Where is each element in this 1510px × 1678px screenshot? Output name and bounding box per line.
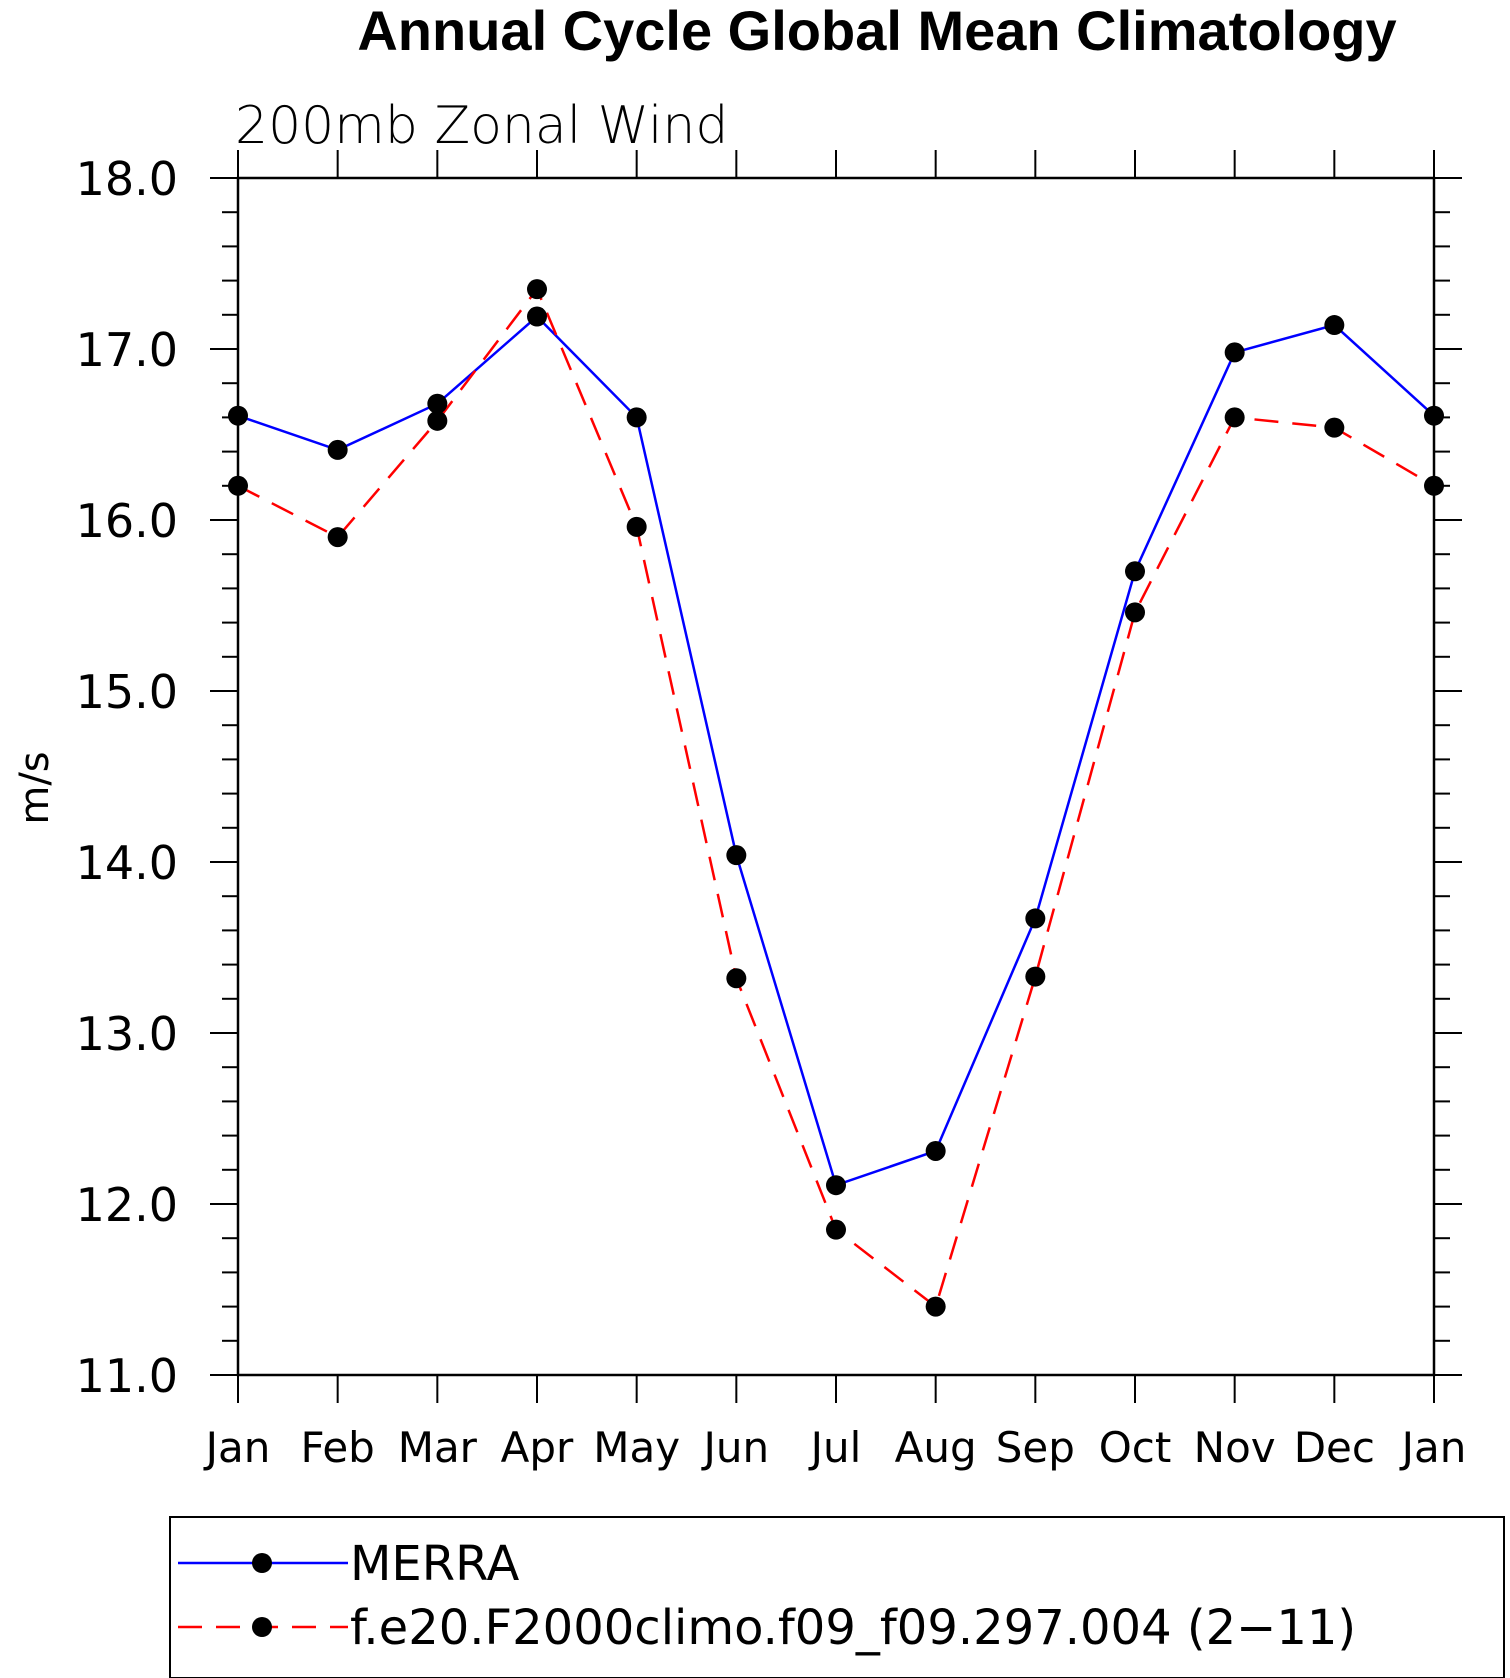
x-tick-label: Sep [996,1423,1075,1472]
series-2-point [427,410,448,431]
series-1-point [228,405,248,426]
x-tick-label: Jan [1399,1423,1467,1472]
y-tick-label: 12.0 [76,1178,178,1232]
series-line-1 [237,314,1435,1187]
series-2-point [327,527,348,548]
plot-frame [236,176,1436,1377]
x-tick-label: Aug [895,1423,977,1472]
series-2-point [1424,475,1444,496]
axes: 11.0 12.0 13.0 14.0 15.0 16.0 17.0 18.0 Jan Feb Ma… [76,150,1467,1472]
series-2-point [726,968,747,989]
x-tick-label: Jan [203,1423,271,1472]
x-tick-label: May [593,1423,680,1472]
x-tick-label: Oct [1099,1423,1172,1472]
series-layer [228,279,1444,1317]
legend-marker-2 [252,1617,272,1637]
series-2-point [527,279,547,300]
series-2-point [1224,407,1245,428]
legend-label-2: f.e20.F2000climo.f09_f09.297.004 (2−11) [350,1600,1356,1656]
series-1-point [826,1175,846,1196]
y-tick-label: 15.0 [76,665,178,719]
x-tick-label: Jun [701,1423,770,1472]
legend-marker-1 [252,1553,272,1573]
y-axis-label: m/s [12,751,58,824]
x-tick-label: Feb [300,1423,374,1472]
series-2-point [826,1219,846,1240]
series-2-point [1025,966,1046,987]
legend-label-1: MERRA [350,1536,520,1592]
series-1-point [1125,561,1145,582]
legend-box [169,1516,1505,1678]
x-tick-label: Nov [1194,1423,1276,1472]
chart-subtitle: 200mb Zonal Wind [235,96,728,156]
series-2-point [626,516,647,537]
x-tick-label: Apr [501,1423,574,1472]
y-tick-label: 13.0 [76,1007,178,1061]
series-2-point [1125,602,1145,623]
series-2-point [228,475,248,496]
x-tick-label: Mar [398,1423,478,1472]
series-1-point [1424,405,1444,426]
y-tick-label: 11.0 [76,1349,178,1403]
series-1-point [1324,315,1345,336]
series-2-point [925,1296,946,1317]
series-1-point [1224,342,1245,363]
legend: MERRA f.e20.F2000climo.f09_f09.297.004 (2… [178,1536,1356,1656]
series-1-point [327,439,348,460]
y-tick-label: 17.0 [76,323,178,377]
series-1-point [427,393,448,414]
y-tick-label: 16.0 [76,494,178,548]
series-1-point [527,306,547,327]
x-tick-label: Dec [1294,1423,1375,1472]
series-line-2 [237,286,1435,1309]
series-1-point [726,845,747,866]
series-2-point [1324,417,1345,438]
x-tick-label: Jul [808,1423,862,1472]
y-tick-label: 18.0 [76,152,178,206]
chart-title: Annual Cycle Global Mean Climatology [357,0,1396,62]
series-1-point [925,1140,946,1161]
series-1-point [1025,908,1046,929]
series-1-point [626,407,647,428]
y-tick-label: 14.0 [76,836,178,890]
